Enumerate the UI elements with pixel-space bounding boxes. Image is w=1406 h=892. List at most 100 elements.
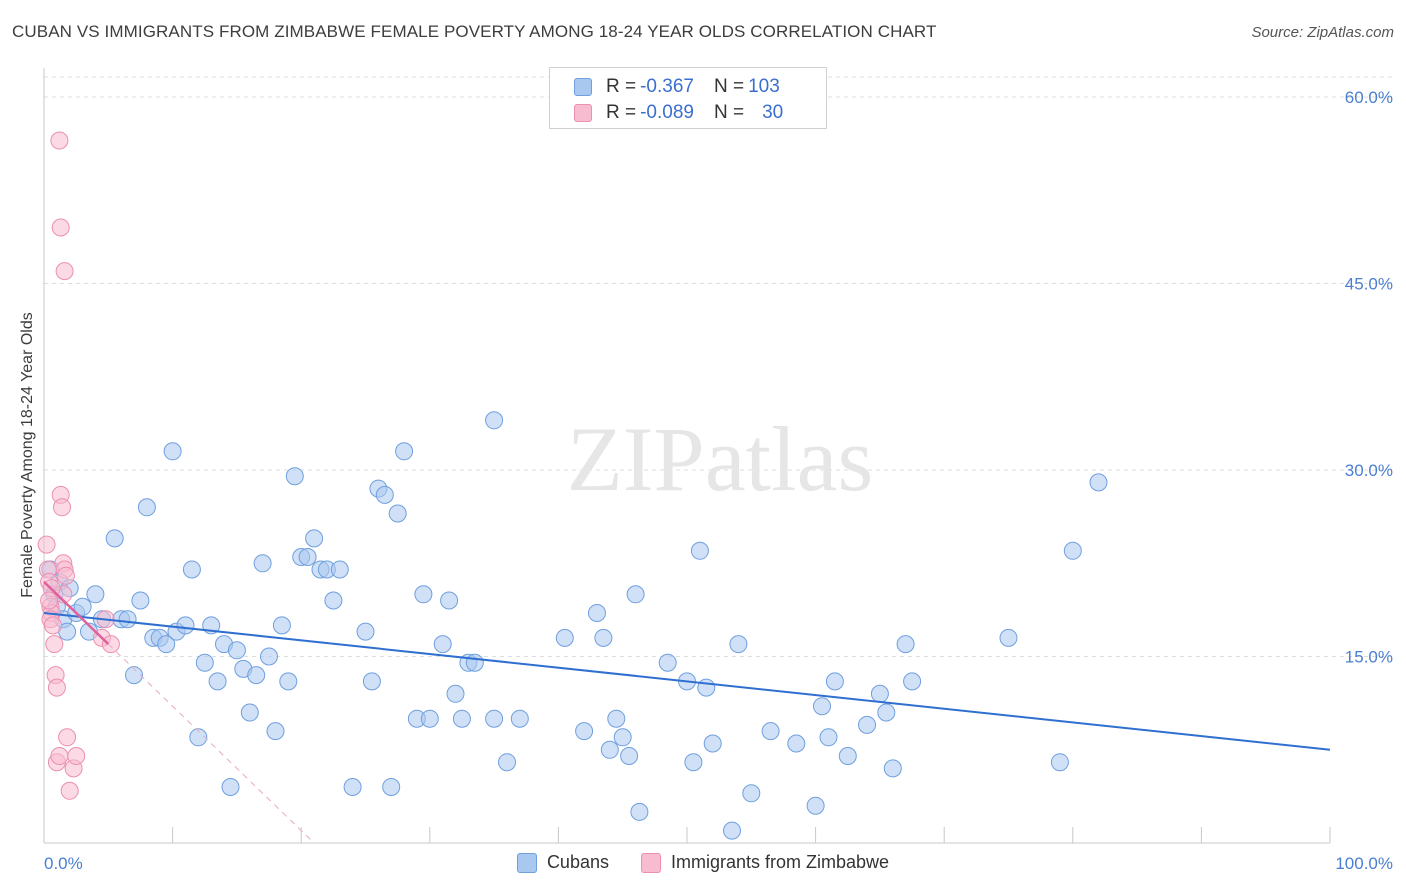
zimbabwe-point — [50, 131, 69, 150]
cubans-point — [600, 740, 619, 759]
y-tick-label: 45.0% — [1345, 275, 1393, 294]
trend-layer — [43, 581, 1331, 844]
cubans-point — [253, 554, 272, 573]
cubans-point — [73, 597, 92, 616]
cubans-swatch — [574, 78, 592, 96]
cubans-point — [1063, 541, 1082, 560]
cubans-legend-swatch — [516, 852, 537, 873]
cubans-point — [330, 560, 349, 579]
cubans-point — [858, 715, 876, 734]
zimbabwe-point — [101, 635, 120, 654]
legend-label-zimbabwe: Immigrants from Zimbabwe — [670, 852, 890, 872]
cubans-point — [343, 778, 362, 796]
zimbabwe-point — [47, 678, 66, 697]
cubans-point — [1050, 753, 1069, 772]
grid-layer — [44, 76, 1392, 657]
cubans-point — [227, 641, 246, 660]
zimbabwe-point — [50, 747, 69, 765]
cubans-point — [356, 622, 375, 641]
cubans-point — [877, 703, 896, 722]
cubans-point — [395, 442, 414, 461]
cubans-point — [607, 709, 626, 728]
cubans-point — [285, 467, 304, 486]
series-legend: Cubans Immigrants from Zimbabwe — [0, 852, 1406, 873]
stats-row-cubans: R = -0.367 N = 103 — [574, 75, 780, 99]
y-tick-label: 15.0% — [1345, 648, 1393, 667]
zimbabwe-point — [55, 262, 74, 281]
cubans-point — [452, 709, 471, 728]
cubans-point — [690, 541, 709, 560]
cubans-point — [176, 616, 195, 635]
cubans-point — [414, 585, 433, 604]
cubans-point — [279, 672, 298, 691]
cubans-point — [382, 778, 401, 796]
cubans-point — [555, 628, 574, 647]
n-label: N = — [713, 102, 745, 123]
cubans-point — [420, 709, 439, 728]
zimbabwe-swatch — [574, 104, 592, 122]
cubans-point — [575, 722, 594, 741]
cubans-point — [272, 616, 291, 635]
cubans-point — [446, 684, 465, 703]
cubans-point — [498, 753, 516, 772]
zimbabwe-point — [51, 218, 70, 237]
cubans-point — [388, 504, 407, 523]
cubans-point — [485, 709, 504, 728]
zimbabwe-point — [44, 616, 62, 635]
zimbabwe-trendline — [43, 581, 110, 645]
cubans-point — [208, 672, 227, 691]
zimbabwe-point — [58, 728, 77, 747]
cubans-point — [260, 647, 278, 666]
cubans-point — [440, 591, 459, 610]
cubans-point — [825, 672, 844, 691]
n-label: N = — [713, 76, 745, 97]
legend-item-zimbabwe[interactable]: Immigrants from Zimbabwe — [640, 852, 890, 873]
cubans-point — [761, 722, 780, 741]
r-label: R = — [606, 102, 637, 123]
cubans-point — [903, 672, 922, 691]
cubans-point — [324, 591, 343, 610]
cubans-point — [163, 442, 182, 461]
legend-label-cubans: Cubans — [546, 852, 609, 872]
zimbabwe-point — [67, 747, 86, 765]
cubans-point — [806, 796, 825, 815]
cubans-point — [613, 728, 632, 747]
cubans-point — [118, 610, 137, 629]
cubans-point — [240, 703, 259, 722]
stats-row-zimbabwe: R = -0.089 N = 30 — [574, 101, 783, 125]
cubans-point — [485, 411, 504, 430]
legend-item-cubans[interactable]: Cubans — [516, 852, 609, 873]
zimbabwe-point — [60, 781, 79, 800]
cubans-point — [182, 560, 201, 579]
cubans-point — [1089, 473, 1108, 492]
labels-layer: 15.0% 30.0% 45.0% 60.0% 0.0% 100.0% — [44, 88, 1393, 873]
cubans-point — [588, 604, 606, 622]
cubans-point — [465, 653, 484, 672]
cubans-point — [247, 666, 266, 685]
zimbabwe-point — [56, 566, 75, 585]
points-layer — [37, 131, 1108, 840]
cubans-point — [86, 585, 105, 604]
zimbabwe-point — [45, 635, 64, 654]
cubans-point — [658, 653, 677, 672]
cubans-point — [630, 802, 649, 821]
cubans-point — [137, 498, 156, 517]
cubans-point — [819, 728, 838, 747]
cubans-point — [195, 653, 214, 672]
cubans-point — [838, 747, 857, 765]
stats-legend: R = -0.367 N = 103 R = -0.089 N = 30 — [549, 67, 827, 129]
cubans-point — [298, 548, 317, 566]
r-value: -0.367 — [640, 76, 694, 97]
chart-title: CUBAN VS IMMIGRANTS FROM ZIMBABWE FEMALE… — [12, 22, 937, 41]
cubans-point — [787, 734, 806, 753]
cubans-point — [105, 529, 124, 548]
cubans-point — [221, 778, 240, 796]
cubans-point — [742, 784, 761, 803]
cubans-point — [620, 747, 639, 765]
cubans-point — [723, 821, 741, 840]
zimbabwe-point — [40, 591, 59, 610]
cubans-point — [896, 635, 915, 654]
cubans-point — [131, 591, 150, 610]
zimbabwe-trendline-extension — [107, 643, 315, 844]
cubans-point — [813, 697, 831, 716]
